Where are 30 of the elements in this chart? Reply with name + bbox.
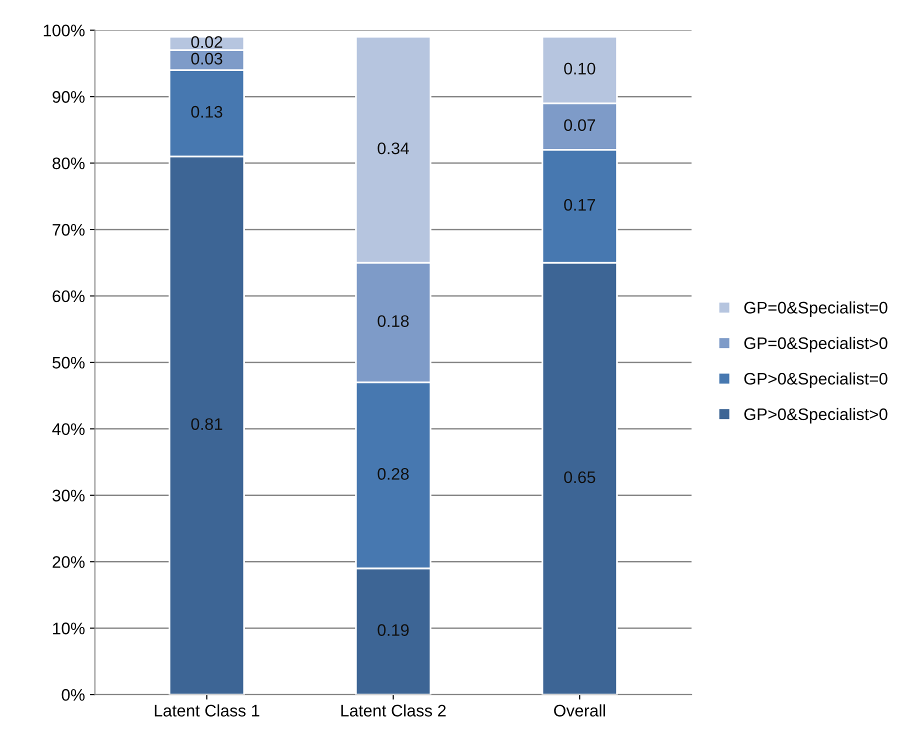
y-tick-label: 70% — [52, 224, 85, 236]
data-label: 0.18 — [378, 315, 409, 328]
x-tick-label: Latent Class 1 — [154, 704, 260, 717]
y-tick-label: 10% — [53, 622, 85, 634]
y-tick-label: 40% — [52, 423, 85, 436]
legend-label: GP>0&Specialist=0 — [744, 372, 888, 388]
y-tick-label: 100% — [44, 24, 85, 36]
data-label: 0.28 — [378, 468, 409, 480]
x-tick-label: Latent Class 2 — [341, 704, 446, 717]
data-label: 0.02 — [191, 36, 222, 48]
data-label: 0.19 — [378, 624, 409, 636]
data-label: 0.03 — [191, 52, 222, 65]
legend-label: GP=0&Specialist=0 — [744, 301, 888, 317]
y-tick-label: 50% — [52, 356, 85, 369]
legend-label: GP=0&Specialist>0 — [744, 336, 888, 352]
y-tick-label: 20% — [52, 556, 85, 568]
y-tick-label: 0% — [62, 689, 85, 701]
data-label: 0.07 — [564, 119, 596, 132]
data-label: 0.13 — [191, 106, 222, 118]
legend-label: GP>0&Specialist>0 — [744, 408, 888, 424]
y-tick-label: 80% — [52, 157, 85, 170]
data-label: 0.81 — [191, 418, 222, 430]
data-label: 0.65 — [564, 471, 596, 484]
data-label: 0.34 — [378, 142, 409, 154]
y-tick-label: 30% — [52, 490, 85, 502]
data-label: 0.17 — [564, 198, 596, 211]
x-tick-label: Overall — [554, 704, 605, 717]
y-tick-label: 90% — [52, 91, 85, 103]
data-label: 0.10 — [564, 62, 596, 75]
y-tick-label: 60% — [52, 290, 85, 302]
